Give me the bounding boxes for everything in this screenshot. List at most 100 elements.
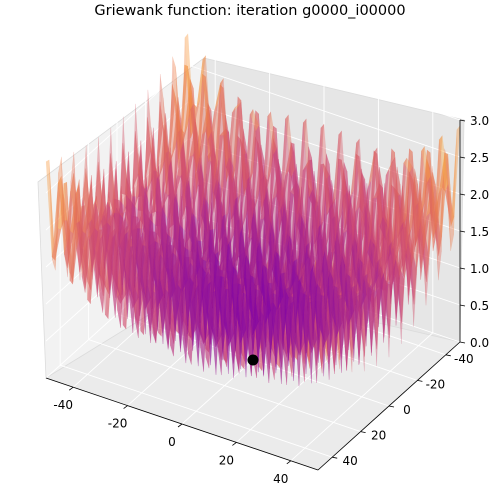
surface-facet bbox=[303, 261, 313, 363]
surface-facet bbox=[363, 221, 373, 278]
surface-facet bbox=[306, 304, 316, 363]
surface-facet bbox=[318, 264, 328, 363]
surface-facet bbox=[278, 244, 288, 368]
z-tick-mark bbox=[459, 230, 466, 233]
surface-facet bbox=[336, 256, 347, 308]
surface-facet bbox=[316, 295, 326, 366]
surface-facet bbox=[325, 302, 335, 375]
surface-facet bbox=[205, 199, 216, 255]
surface-facet bbox=[51, 228, 62, 261]
surface-facet bbox=[291, 269, 301, 361]
surface-facet bbox=[344, 283, 355, 326]
surface-facet bbox=[372, 204, 383, 308]
surface-facet bbox=[346, 187, 357, 272]
surface-facet bbox=[214, 84, 224, 179]
surface-facet bbox=[76, 168, 87, 281]
surface-facet bbox=[240, 100, 251, 197]
surface-facet bbox=[226, 252, 236, 324]
surface-facet bbox=[207, 147, 217, 162]
surface-facet bbox=[202, 269, 213, 369]
surface-facet bbox=[259, 257, 269, 342]
surface-facet bbox=[245, 291, 255, 377]
surface-facet bbox=[346, 236, 357, 314]
surface-facet bbox=[120, 245, 130, 304]
surface-facet bbox=[54, 182, 65, 261]
surface-facet bbox=[266, 195, 277, 261]
surface-facet bbox=[177, 109, 187, 186]
surface-facet bbox=[88, 227, 99, 273]
surface-facet bbox=[353, 288, 363, 364]
surface-facet bbox=[206, 208, 216, 308]
surface-facet bbox=[444, 152, 454, 252]
surface-facet bbox=[251, 156, 261, 270]
surface-facet bbox=[106, 169, 117, 291]
surface-facet bbox=[406, 151, 416, 246]
surface-facet bbox=[226, 106, 236, 182]
surface-facet bbox=[143, 205, 153, 277]
surface-facet bbox=[108, 191, 119, 289]
surface-facet bbox=[240, 139, 250, 193]
surface-facet bbox=[349, 206, 360, 272]
surface-facet bbox=[180, 165, 190, 231]
surface-facet bbox=[213, 178, 223, 210]
surface-facet bbox=[324, 261, 334, 308]
surface-facet bbox=[78, 205, 88, 283]
surface-facet bbox=[332, 214, 342, 260]
surface-facet bbox=[135, 217, 145, 298]
surface-facet bbox=[125, 194, 136, 251]
surface-facet bbox=[175, 96, 185, 168]
z-tick-mark bbox=[459, 267, 466, 270]
surface-facet bbox=[107, 153, 117, 217]
surface-facet bbox=[334, 172, 344, 285]
surface-facet bbox=[67, 191, 77, 268]
surface-facet bbox=[409, 148, 419, 247]
surface-facet bbox=[278, 255, 288, 310]
surface-facet bbox=[105, 228, 115, 242]
surface-facet bbox=[294, 271, 305, 348]
surface-facet bbox=[281, 292, 291, 385]
surface-facet bbox=[274, 179, 285, 288]
surface-facet bbox=[373, 231, 384, 293]
surface-facet bbox=[281, 183, 291, 275]
surface-facet bbox=[231, 291, 242, 332]
surface-facet bbox=[352, 215, 362, 306]
surface-facet bbox=[362, 221, 373, 347]
surface-facet bbox=[282, 259, 292, 359]
surface-facet bbox=[399, 171, 410, 277]
surface-facet bbox=[317, 153, 327, 258]
surface-facet bbox=[383, 200, 394, 276]
surface-facet bbox=[63, 181, 73, 285]
surface-facet bbox=[349, 236, 360, 366]
surface-facet bbox=[254, 251, 264, 377]
surface-facet bbox=[258, 245, 269, 287]
surface-facet bbox=[334, 254, 345, 317]
surface-facet bbox=[450, 125, 461, 226]
surface-facet bbox=[334, 287, 344, 372]
surface-facet bbox=[128, 196, 139, 251]
surface-facet bbox=[81, 247, 91, 291]
surface-facet bbox=[242, 236, 252, 307]
surface-facet bbox=[343, 236, 354, 315]
surface-facet bbox=[168, 227, 179, 297]
surface-facet bbox=[240, 292, 250, 343]
y-tick-label: 0 bbox=[403, 403, 411, 417]
surface-facet bbox=[318, 255, 329, 374]
surface-facet bbox=[163, 204, 173, 295]
surface-facet bbox=[131, 221, 142, 326]
surface-facet bbox=[269, 243, 280, 374]
surface-facet bbox=[272, 240, 283, 370]
surface-facet bbox=[188, 211, 199, 253]
surface-facet bbox=[290, 180, 300, 196]
surface-facet bbox=[395, 267, 405, 324]
surface-facet bbox=[314, 259, 324, 377]
surface-facet bbox=[197, 173, 207, 267]
surface-facet bbox=[153, 127, 163, 262]
surface-facet bbox=[190, 185, 200, 317]
surface-facet bbox=[211, 202, 221, 337]
surface-facet bbox=[312, 235, 322, 363]
surface-facet bbox=[210, 159, 220, 210]
surface-facet bbox=[433, 135, 443, 238]
surface-facet bbox=[297, 271, 308, 347]
surface-facet bbox=[355, 168, 365, 279]
surface-facet bbox=[426, 149, 437, 252]
